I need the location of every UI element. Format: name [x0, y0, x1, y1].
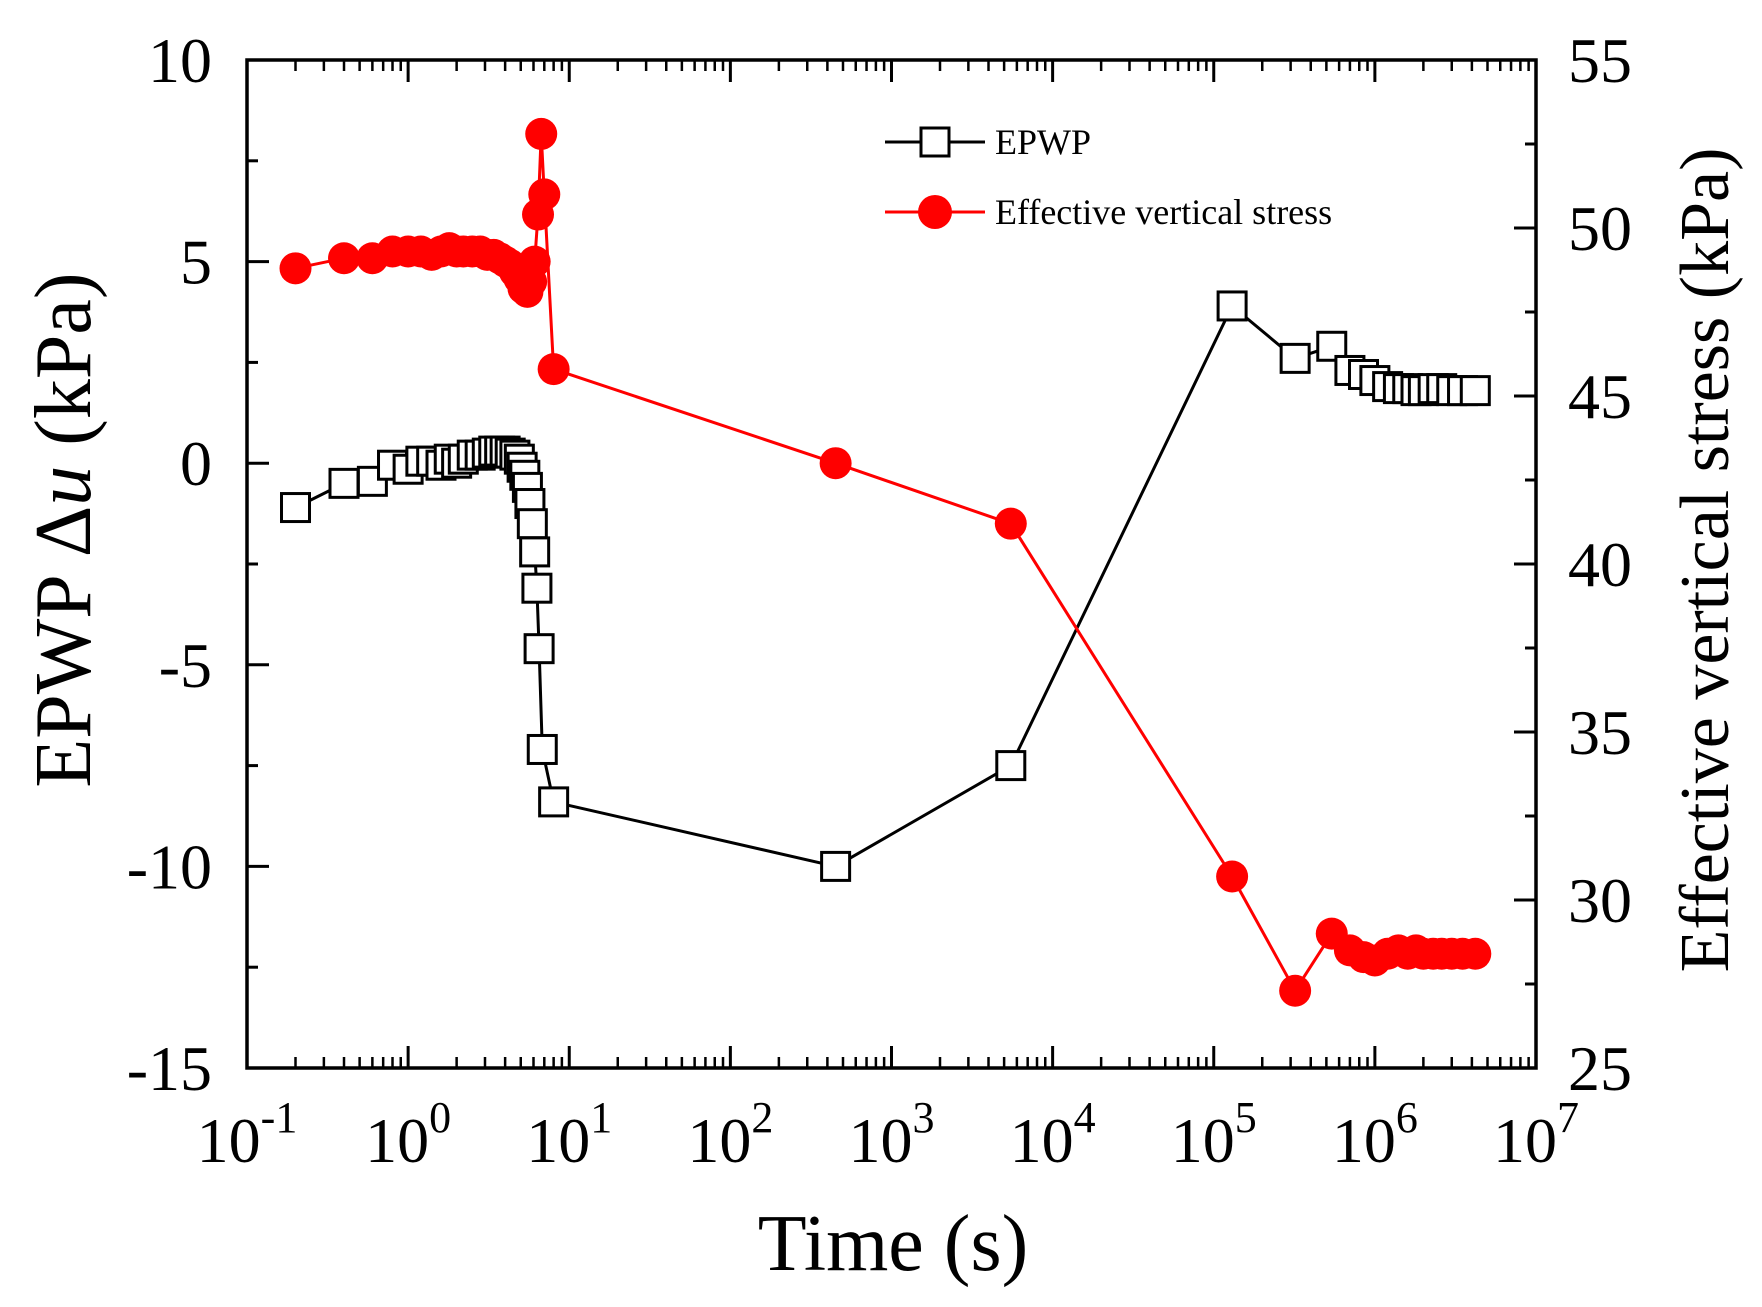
- x-tick-base: 10: [849, 1105, 913, 1176]
- plot-frame: [245, 58, 1538, 1070]
- y-left-tick-label: 10: [148, 25, 212, 96]
- x-tick-label: 104: [1010, 1093, 1096, 1176]
- x-tick-base: 10: [1332, 1105, 1396, 1176]
- x-tick-exponent: 2: [751, 1093, 773, 1142]
- data-point-square: [328, 467, 360, 499]
- x-tick-base: 10: [197, 1105, 261, 1176]
- data-point-square: [523, 633, 555, 665]
- data-point-circle: [1459, 937, 1492, 970]
- y-left-tick-label: 5: [180, 227, 212, 298]
- data-point-circle: [518, 245, 551, 278]
- x-tick-label: 106: [1332, 1093, 1418, 1176]
- data-point-circle: [279, 252, 312, 285]
- x-tick-exponent: -1: [261, 1093, 298, 1142]
- data-point-square: [280, 492, 312, 524]
- x-tick-label: 107: [1493, 1093, 1579, 1176]
- x-tick-base: 10: [687, 1105, 751, 1176]
- x-tick-base: 10: [1171, 1105, 1235, 1176]
- legend: EPWP Effective vertical stress: [885, 122, 1332, 232]
- data-point-square: [516, 508, 548, 540]
- data-point-square: [995, 750, 1027, 782]
- axis-ticks: [245, 58, 1538, 1070]
- y-right-tick-label: 35: [1568, 697, 1632, 768]
- data-point-square: [538, 786, 570, 818]
- x-tick-label: 101: [526, 1093, 612, 1176]
- series-effective-vertical-stress: [279, 117, 1492, 1007]
- y-right-tick-label: 40: [1568, 529, 1632, 600]
- x-tick-exponent: 0: [429, 1093, 451, 1142]
- data-point-circle: [537, 353, 570, 386]
- tick-labels: 10-1 100 101 102 103 104 105 106 1071050-5-10-15…: [127, 25, 1632, 1176]
- y-left-tick-label: 0: [180, 428, 212, 499]
- left-y-axis-title-suffix: (kPa): [20, 272, 108, 465]
- data-point-circle: [994, 507, 1027, 540]
- x-axis-title: Time (s): [758, 1200, 1028, 1288]
- x-tick-exponent: 3: [913, 1093, 935, 1142]
- x-tick-label: 10-1: [197, 1093, 298, 1176]
- data-point-square: [820, 850, 852, 882]
- data-point-square: [526, 733, 558, 765]
- x-tick-base: 10: [1010, 1105, 1074, 1176]
- data-point-square: [521, 572, 553, 604]
- data-point-square: [1279, 342, 1311, 374]
- legend-epwp-label: EPWP: [995, 122, 1091, 162]
- y-right-tick-label: 55: [1568, 25, 1632, 96]
- x-tick-base: 10: [365, 1105, 429, 1176]
- data-point-circle: [1279, 974, 1312, 1007]
- data-point-square: [1459, 375, 1491, 407]
- legend-epwp-marker: [919, 126, 951, 158]
- series-line: [294, 304, 1476, 868]
- right-y-axis-title: Effective vertical stress (kPa): [1667, 148, 1744, 973]
- x-tick-exponent: 7: [1557, 1093, 1579, 1142]
- y-left-tick-label: -5: [159, 630, 212, 701]
- left-y-axis-title: EPWP Δu (kPa): [20, 272, 108, 787]
- x-tick-exponent: 4: [1074, 1093, 1096, 1142]
- x-tick-label: 100: [365, 1093, 451, 1176]
- x-tick-exponent: 6: [1396, 1093, 1418, 1142]
- left-y-axis-title-prefix: EPWP Δ: [20, 506, 108, 788]
- plot-series: [279, 117, 1492, 1007]
- data-point-square: [519, 536, 551, 568]
- y-right-tick-label: 45: [1568, 361, 1632, 432]
- y-left-tick-label: -10: [127, 831, 212, 902]
- x-tick-label: 105: [1171, 1093, 1257, 1176]
- left-y-axis-title-variable: u: [20, 466, 108, 506]
- x-tick-label: 102: [687, 1093, 773, 1176]
- x-tick-label: 103: [849, 1093, 935, 1176]
- y-left-tick-label: -15: [127, 1033, 212, 1104]
- x-tick-base: 10: [1493, 1105, 1557, 1176]
- x-tick-exponent: 5: [1235, 1093, 1257, 1142]
- data-point-square: [1216, 290, 1248, 322]
- series-epwp: [280, 290, 1491, 882]
- data-point-circle: [1216, 860, 1249, 893]
- x-tick-exponent: 1: [590, 1093, 612, 1142]
- x-tick-base: 10: [526, 1105, 590, 1176]
- data-point-circle: [528, 178, 561, 211]
- y-right-tick-label: 25: [1568, 1033, 1632, 1104]
- legend-stress-marker: [918, 195, 952, 229]
- data-point-circle: [328, 242, 361, 275]
- data-point-circle: [819, 447, 852, 480]
- legend-stress-label: Effective vertical stress: [995, 192, 1332, 232]
- y-right-tick-label: 30: [1568, 865, 1632, 936]
- data-point-circle: [525, 117, 558, 150]
- y-right-tick-label: 50: [1568, 193, 1632, 264]
